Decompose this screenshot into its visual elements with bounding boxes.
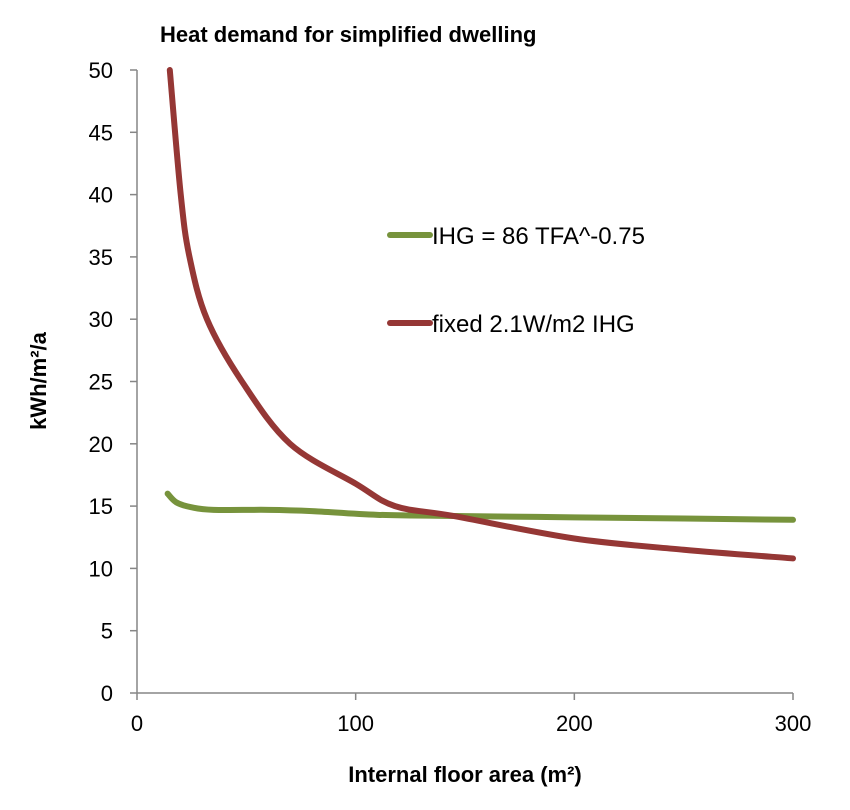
series-line-1 xyxy=(164,490,796,523)
y-tick-label: 45 xyxy=(89,120,113,145)
x-tick-label: 200 xyxy=(556,711,593,736)
x-tick-label: 0 xyxy=(131,711,143,736)
y-tick-label: 50 xyxy=(89,58,113,83)
series-line-2 xyxy=(166,67,796,562)
y-tick-label: 30 xyxy=(89,307,113,332)
x-axis-label: Internal floor area (m²) xyxy=(348,762,581,787)
y-tick-label: 20 xyxy=(89,432,113,457)
y-tick-label: 25 xyxy=(89,370,113,395)
y-tick-label: 5 xyxy=(101,619,113,644)
legend-label: IHG = 86 TFA^-0.75 xyxy=(432,223,645,250)
x-tick-label: 100 xyxy=(337,711,374,736)
y-tick-label: 15 xyxy=(89,494,113,519)
y-tick-label: 35 xyxy=(89,245,113,270)
y-tick-label: 10 xyxy=(89,556,113,581)
x-tick-label: 300 xyxy=(775,711,812,736)
chart-title: Heat demand for simplified dwelling xyxy=(160,22,537,47)
y-tick-label: 0 xyxy=(101,681,113,706)
y-tick-label: 40 xyxy=(89,183,113,208)
legend-label: fixed 2.1W/m2 IHG xyxy=(432,311,635,338)
y-axis-label: kWh/m²/a xyxy=(26,331,51,430)
